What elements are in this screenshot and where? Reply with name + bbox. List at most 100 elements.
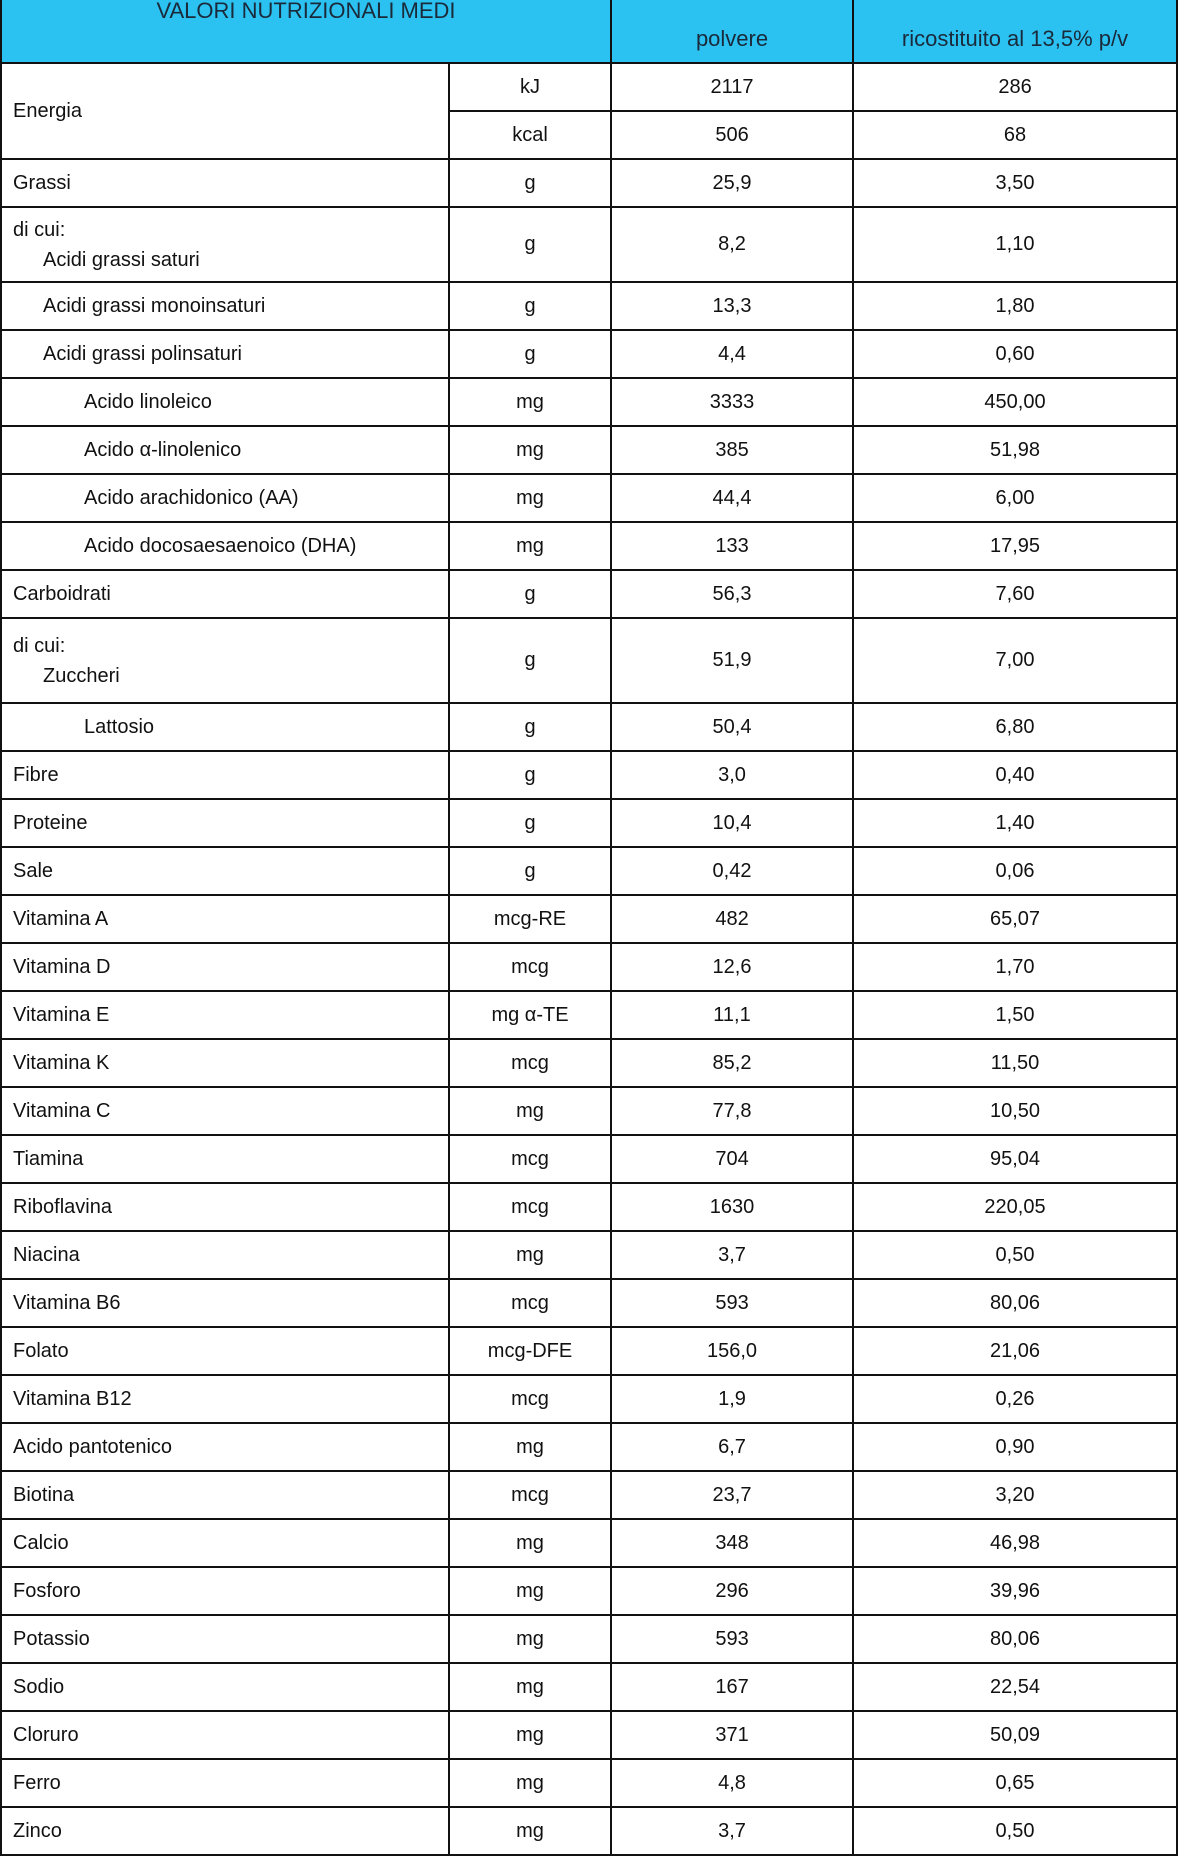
powder-value: 4,8: [610, 1758, 855, 1808]
unit: g: [447, 750, 613, 800]
of-which-label: di cui:: [13, 634, 66, 657]
powder-value: 3,0: [610, 750, 855, 800]
powder-value: 348: [610, 1518, 855, 1568]
nutrient-name: Acidi grassi polinsaturi: [0, 329, 450, 379]
nutrient-name: Sale: [0, 846, 450, 896]
unit: mcg-DFE: [447, 1326, 613, 1376]
unit: mg α-TE: [447, 990, 613, 1040]
nutrient-name: Vitamina K: [0, 1038, 450, 1088]
nutrient-name: Tiamina: [0, 1134, 450, 1184]
table-row: Acido arachidonico (AA) mg 44,4 6,00: [0, 473, 1179, 523]
table-row: Acido α-linolenico mg 385 51,98: [0, 425, 1179, 475]
unit: mcg: [447, 1134, 613, 1184]
unit: mg: [447, 1662, 613, 1712]
powder-value: 56,3: [610, 569, 855, 619]
powder-value: 506: [610, 110, 855, 160]
unit: mg: [447, 1710, 613, 1760]
unit: g: [447, 281, 613, 331]
nutrient-name: Carboidrati: [0, 569, 450, 619]
table-row: di cui: Zuccheri g 51,9 7,00: [0, 617, 1179, 704]
table-row-energy-kj: Energia kJ 2117 286: [0, 62, 1179, 160]
unit: mcg: [447, 1278, 613, 1328]
reconstituted-value: 220,05: [852, 1182, 1179, 1232]
nutrient-name: Fosforo: [0, 1566, 450, 1616]
unit: mcg: [447, 942, 613, 992]
reconstituted-value: 17,95: [852, 521, 1179, 571]
reconstituted-value: 22,54: [852, 1662, 1179, 1712]
nutrient-name: Lattosio: [0, 702, 450, 752]
reconstituted-value: 1,40: [852, 798, 1179, 848]
reconstituted-value: 0,50: [852, 1806, 1179, 1856]
nutrient-name: Fibre: [0, 750, 450, 800]
table-row: Niacina mg 3,7 0,50: [0, 1230, 1179, 1280]
unit: mcg: [447, 1374, 613, 1424]
nutrient-name: Grassi: [0, 158, 450, 208]
powder-value: 371: [610, 1710, 855, 1760]
nutrient-name: di cui: Zuccheri: [0, 617, 450, 704]
nutrient-name: Acido docosaesaenoico (DHA): [0, 521, 450, 571]
unit: mg: [447, 377, 613, 427]
table-row: Tiamina mcg 704 95,04: [0, 1134, 1179, 1184]
table-row: Calcio mg 348 46,98: [0, 1518, 1179, 1568]
nutrient-name: Acidi grassi monoinsaturi: [0, 281, 450, 331]
header-title: VALORI NUTRIZIONALI MEDI: [0, 0, 613, 64]
reconstituted-value: 0,90: [852, 1422, 1179, 1472]
unit: mg: [447, 1086, 613, 1136]
powder-value: 12,6: [610, 942, 855, 992]
reconstituted-value: 0,40: [852, 750, 1179, 800]
nutrient-name: Cloruro: [0, 1710, 450, 1760]
reconstituted-value: 0,65: [852, 1758, 1179, 1808]
table-row: Lattosio g 50,4 6,80: [0, 702, 1179, 752]
table-row: Vitamina B12 mcg 1,9 0,26: [0, 1374, 1179, 1424]
powder-value: 133: [610, 521, 855, 571]
powder-value: 50,4: [610, 702, 855, 752]
nutrient-name: Vitamina A: [0, 894, 450, 944]
nutrient-name: Zinco: [0, 1806, 450, 1856]
nutrient-name: Energia: [0, 62, 450, 160]
header-row: VALORI NUTRIZIONALI MEDI polvere ricosti…: [0, 0, 1179, 64]
reconstituted-value: 7,60: [852, 569, 1179, 619]
powder-value: 23,7: [610, 1470, 855, 1520]
table-row: Sodio mg 167 22,54: [0, 1662, 1179, 1712]
powder-value: 167: [610, 1662, 855, 1712]
unit: g: [447, 329, 613, 379]
powder-value: 4,4: [610, 329, 855, 379]
powder-value: 85,2: [610, 1038, 855, 1088]
table-row: Potassio mg 593 80,06: [0, 1614, 1179, 1664]
reconstituted-value: 3,50: [852, 158, 1179, 208]
powder-value: 51,9: [610, 617, 855, 704]
powder-value: 296: [610, 1566, 855, 1616]
table-row: Zinco mg 3,7 0,50: [0, 1806, 1179, 1856]
powder-value: 1,9: [610, 1374, 855, 1424]
header-reconstituted: ricostituito al 13,5% p/v: [852, 0, 1179, 64]
table-row: Acidi grassi monoinsaturi g 13,3 1,80: [0, 281, 1179, 331]
table-row: Fosforo mg 296 39,96: [0, 1566, 1179, 1616]
nutrient-label: Acidi grassi saturi: [43, 248, 200, 271]
table-row: Sale g 0,42 0,06: [0, 846, 1179, 896]
powder-value: 3333: [610, 377, 855, 427]
nutrient-name: Vitamina B6: [0, 1278, 450, 1328]
nutrient-name: Riboflavina: [0, 1182, 450, 1232]
unit: g: [447, 846, 613, 896]
reconstituted-value: 95,04: [852, 1134, 1179, 1184]
unit: mg: [447, 1230, 613, 1280]
powder-value: 704: [610, 1134, 855, 1184]
reconstituted-value: 1,80: [852, 281, 1179, 331]
unit: mg: [447, 1614, 613, 1664]
powder-value: 0,42: [610, 846, 855, 896]
reconstituted-value: 46,98: [852, 1518, 1179, 1568]
powder-value: 11,1: [610, 990, 855, 1040]
reconstituted-value: 0,26: [852, 1374, 1179, 1424]
nutrient-name: Sodio: [0, 1662, 450, 1712]
powder-value: 10,4: [610, 798, 855, 848]
powder-value: 385: [610, 425, 855, 475]
unit: mcg: [447, 1470, 613, 1520]
table-row: Cloruro mg 371 50,09: [0, 1710, 1179, 1760]
powder-value: 1630: [610, 1182, 855, 1232]
reconstituted-value: 80,06: [852, 1614, 1179, 1664]
nutrient-name: Calcio: [0, 1518, 450, 1568]
nutrient-name: Vitamina E: [0, 990, 450, 1040]
nutrient-name: Proteine: [0, 798, 450, 848]
